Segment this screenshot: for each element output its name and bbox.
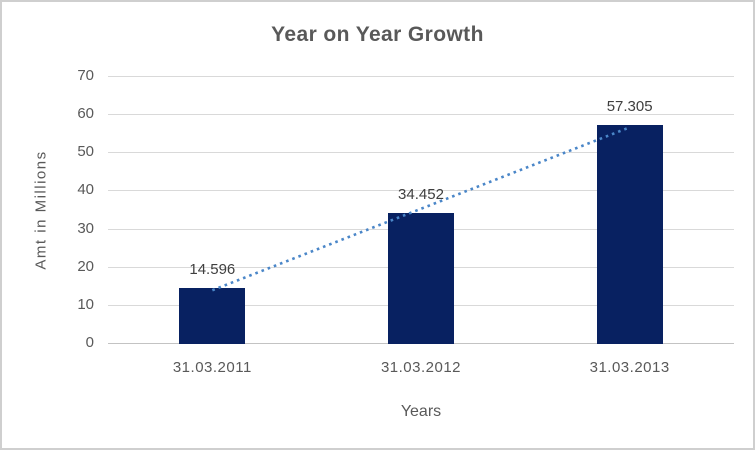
gridline xyxy=(108,114,734,116)
y-tick-label: 50 xyxy=(77,143,94,161)
bar-value-label: 34.452 xyxy=(398,185,444,203)
bar xyxy=(179,288,246,344)
y-tick-label: 70 xyxy=(77,67,94,84)
y-tick-label: 20 xyxy=(77,257,94,275)
bar-value-label: 14.596 xyxy=(189,261,236,279)
y-tick-label: 60 xyxy=(77,105,94,123)
bar xyxy=(596,125,663,344)
y-tick-label: 0 xyxy=(85,334,94,351)
x-tick-label: 31.03.2011 xyxy=(172,359,252,376)
x-tick-label: 31.03.2013 xyxy=(589,359,670,376)
plot-area: 14.596 34.452 57.305 xyxy=(108,76,734,344)
y-tick-label: 30 xyxy=(77,219,94,237)
y-axis-title: Amt in Millions xyxy=(32,150,50,270)
gridline xyxy=(108,76,734,77)
bar-value-label: 57.305 xyxy=(606,98,653,116)
y-axis-tick-labels: 0 10 20 30 40 50 60 70 xyxy=(48,67,94,351)
x-axis-tick-labels: 31.03.2011 31.03.2012 31.03.2013 xyxy=(108,359,734,379)
y-tick-label: 10 xyxy=(77,295,94,313)
chart-title: Year on Year Growth xyxy=(271,23,484,46)
x-tick-label: 31.03.2012 xyxy=(380,359,462,376)
y-tick-label: 40 xyxy=(77,181,94,199)
x-axis-title: Years xyxy=(400,403,442,420)
bar xyxy=(388,212,454,344)
